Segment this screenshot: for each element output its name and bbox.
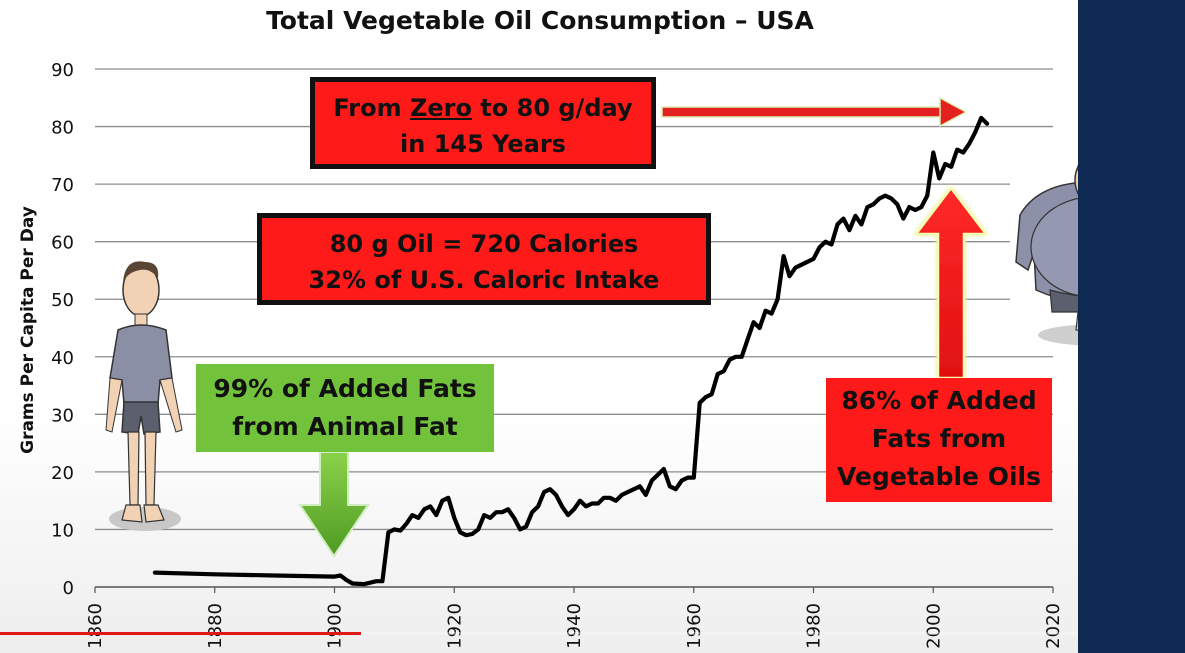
callout-animal-fat: 99% of Added Fats from Animal Fat xyxy=(196,364,494,452)
fat-man-head xyxy=(1074,165,1078,195)
x-tick-label: 1900 xyxy=(325,603,346,649)
thin-man-hair xyxy=(123,261,159,282)
callout-veg-line3: Vegetable Oils xyxy=(836,462,1041,491)
callout-zero-suffix: to 80 g/day xyxy=(471,94,633,122)
callout-calories-line1: 80 g Oil = 720 Calories xyxy=(329,230,639,258)
fat-man-hair xyxy=(1076,164,1078,172)
video-progress-fill xyxy=(0,632,362,635)
y-tick-label: 20 xyxy=(51,463,74,484)
callout-veg-line2: Fats from xyxy=(871,424,1007,453)
arrow-shaft xyxy=(661,106,943,118)
y-tick-label: 80 xyxy=(51,118,74,139)
y-tick-label: 0 xyxy=(63,578,74,599)
y-tick-label: 60 xyxy=(51,233,74,254)
green-arrow-shape xyxy=(298,451,370,558)
callout-veg-line1: 86% of Added xyxy=(841,386,1037,415)
red-arrow-shape xyxy=(913,185,989,380)
x-tick-label: 1920 xyxy=(444,603,465,649)
callout-zero-prefix: From xyxy=(333,94,410,122)
y-tick-label: 40 xyxy=(51,348,74,369)
callout-zero-to-80: From Zero to 80 g/day in 145 Years xyxy=(310,77,656,169)
arrow-down-green xyxy=(298,451,370,558)
fat-man-shadow xyxy=(1038,324,1078,346)
callout-zero-line2: in 145 Years xyxy=(400,130,566,158)
arrow-right-to-80 xyxy=(661,96,968,128)
x-tick-label: 1960 xyxy=(684,603,705,649)
y-tick-label: 10 xyxy=(51,520,74,541)
thin-man-feet xyxy=(121,504,165,523)
callout-zero-word: Zero xyxy=(409,94,472,122)
thin-man-left-arm xyxy=(105,377,123,433)
callout-calories: 80 g Oil = 720 Calories 32% of U.S. Calo… xyxy=(257,213,711,305)
y-tick-label: 90 xyxy=(51,60,74,81)
y-tick-label: 50 xyxy=(51,290,74,311)
x-tick-label: 2000 xyxy=(923,603,944,649)
fat-man-legs xyxy=(1075,311,1078,331)
arrow-up-red xyxy=(913,185,989,380)
fat-man-illustration xyxy=(1010,133,1078,350)
callout-animal-line2: from Animal Fat xyxy=(232,412,458,441)
callout-calories-line2: 32% of U.S. Caloric Intake xyxy=(308,266,660,294)
x-tick-label: 1880 xyxy=(205,603,226,649)
thin-man-legs xyxy=(127,431,157,506)
y-tick-label: 70 xyxy=(51,175,74,196)
video-progress-bar[interactable] xyxy=(0,632,1078,635)
x-tick-label: 1940 xyxy=(564,603,585,649)
y-tick-label: 30 xyxy=(51,405,74,426)
chart-title: Total Vegetable Oil Consumption – USA xyxy=(266,6,814,35)
fat-man-shorts xyxy=(1049,289,1078,313)
chart-svg: 0 10 20 30 40 50 60 70 80 90 1860 1880 1900 1920 1940 1… xyxy=(51,60,1078,649)
thin-man-shorts xyxy=(121,401,161,435)
thin-man-shirt xyxy=(109,324,173,405)
arrow-head xyxy=(939,96,968,128)
x-tick-label: 2020 xyxy=(1043,603,1064,649)
x-tick-label: 1860 xyxy=(85,603,106,649)
thin-man-right-arm xyxy=(159,377,183,433)
callout-vegetable-oils: 86% of Added Fats from Vegetable Oils xyxy=(826,378,1052,502)
series-line xyxy=(152,115,990,587)
x-tick-label: 1980 xyxy=(804,603,825,649)
fat-man-belly xyxy=(1030,197,1078,297)
side-panel xyxy=(1078,0,1185,653)
callout-zero-line1: From Zero to 80 g/day xyxy=(315,90,651,126)
callout-animal-line1: 99% of Added Fats xyxy=(213,374,477,403)
thin-man-illustration xyxy=(105,261,183,531)
